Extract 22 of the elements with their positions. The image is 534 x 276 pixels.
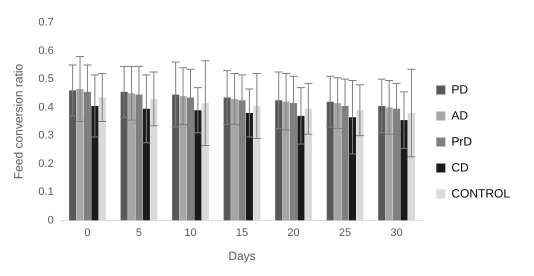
x-tick-label: 15 bbox=[236, 227, 248, 240]
legend-label: PD bbox=[451, 82, 468, 96]
legend-label: AD bbox=[451, 108, 468, 122]
x-axis-title: Days bbox=[228, 249, 256, 264]
x-tick-label: 5 bbox=[136, 227, 142, 240]
y-tick-label: 0.3 bbox=[38, 130, 54, 142]
y-tick-label: 0 bbox=[48, 214, 54, 226]
x-tick-label: 0 bbox=[84, 227, 91, 240]
legend-label: CD bbox=[451, 160, 469, 174]
x-tick-label: 10 bbox=[184, 227, 197, 240]
y-tick-label: 0.7 bbox=[38, 16, 54, 29]
x-tick-label: 25 bbox=[338, 227, 352, 240]
x-tick-label: 30 bbox=[390, 227, 403, 240]
y-tick-label: 0.2 bbox=[38, 158, 54, 170]
y-tick-label: 0.6 bbox=[38, 44, 54, 57]
y-axis-title: Feed conversion ratio bbox=[12, 63, 26, 180]
x-tick-label: 20 bbox=[287, 227, 300, 240]
legend-label: CONTROL bbox=[451, 186, 510, 200]
y-tick-label: 0.4 bbox=[38, 101, 54, 114]
y-tick-label: 0.5 bbox=[38, 73, 54, 86]
y-tick-label: 0.1 bbox=[38, 186, 54, 198]
legend-label: PrD bbox=[451, 134, 472, 148]
